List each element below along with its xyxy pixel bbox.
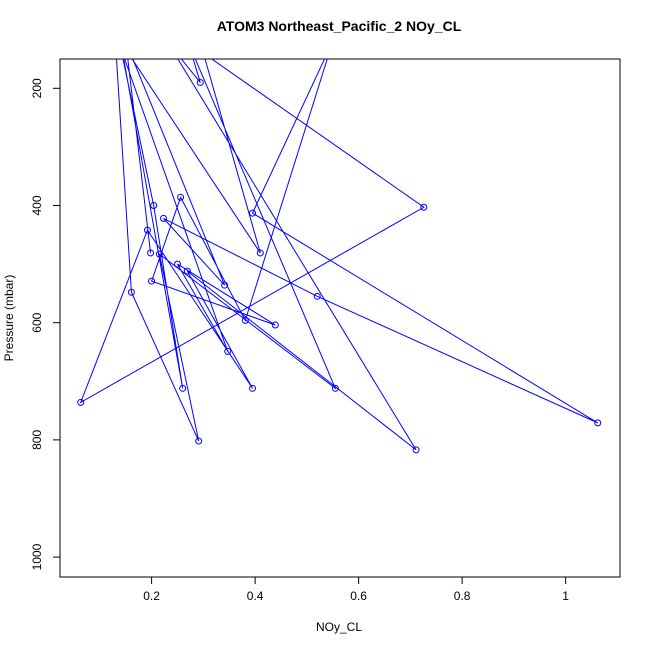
data-point bbox=[183, 267, 191, 275]
data-point bbox=[118, 38, 124, 44]
data-point bbox=[179, 384, 187, 392]
data-point bbox=[148, 277, 156, 285]
data-point bbox=[331, 384, 339, 392]
data-point bbox=[112, 38, 118, 44]
data-point bbox=[147, 249, 155, 257]
x-tick-label: 0.4 bbox=[247, 589, 264, 603]
data-point bbox=[123, 38, 129, 44]
data-point bbox=[195, 437, 203, 445]
data-point bbox=[313, 292, 321, 300]
data-point bbox=[155, 250, 163, 258]
y-tick-label: 200 bbox=[30, 78, 44, 98]
data-point bbox=[330, 38, 336, 44]
x-axis-label: NOy_CL bbox=[316, 620, 362, 634]
data-point bbox=[271, 321, 279, 329]
data-point bbox=[127, 288, 135, 296]
data-line bbox=[79, 59, 599, 451]
x-tick-label: 0.8 bbox=[454, 589, 471, 603]
data-point bbox=[118, 44, 124, 50]
data-point bbox=[177, 193, 185, 201]
data-point bbox=[77, 398, 85, 406]
x-tick-label: 0.2 bbox=[143, 589, 160, 603]
x-tick-label: 1 bbox=[562, 589, 569, 603]
data-point bbox=[164, 38, 170, 44]
data-point bbox=[160, 214, 168, 222]
data-point bbox=[185, 38, 191, 44]
y-axis-label: Pressure (mbar) bbox=[2, 275, 16, 362]
data-point bbox=[420, 203, 428, 211]
data-point bbox=[594, 419, 602, 427]
data-point bbox=[256, 249, 264, 257]
chart-title: ATOM3 Northeast_Pacific_2 NOy_CL bbox=[217, 18, 462, 34]
data-point bbox=[196, 78, 204, 86]
data-point bbox=[150, 201, 158, 209]
data-point bbox=[249, 209, 257, 217]
y-tick-label: 400 bbox=[30, 195, 44, 215]
data-point bbox=[412, 446, 420, 454]
data-point bbox=[241, 316, 249, 324]
x-tick-label: 0.6 bbox=[350, 589, 367, 603]
y-tick-label: 800 bbox=[30, 430, 44, 450]
data-point bbox=[173, 260, 181, 268]
data-point bbox=[200, 50, 206, 56]
plot-area bbox=[77, 38, 602, 454]
y-tick-label: 1000 bbox=[30, 543, 44, 570]
y-tick-label: 600 bbox=[30, 312, 44, 332]
plot-frame bbox=[59, 58, 621, 578]
data-point bbox=[221, 281, 229, 289]
data-point bbox=[249, 384, 257, 392]
data-point bbox=[224, 347, 232, 355]
data-point bbox=[143, 226, 151, 234]
